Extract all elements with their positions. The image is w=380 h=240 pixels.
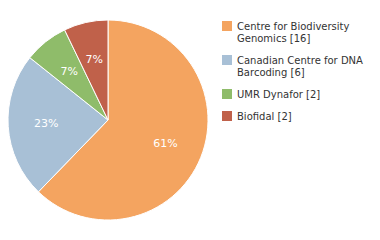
legend-label: UMR Dynafor [2] (237, 89, 320, 100)
legend-label: Centre for BiodiversityGenomics [16] (237, 21, 350, 44)
legend-label: Biofidal [2] (237, 111, 292, 122)
data-label: 23% (34, 117, 58, 130)
data-label: 7% (85, 53, 102, 66)
chart: 61% 23% 7% 7% Centre for BiodiversityGenomic… (0, 0, 380, 240)
data-label: 61% (153, 137, 177, 150)
data-labels: 61% 23% 7% 7% (34, 53, 178, 150)
legend-swatch (222, 21, 232, 31)
legend: Centre for BiodiversityGenomics [16] Cana… (222, 21, 363, 122)
slices (8, 20, 208, 220)
data-label: 7% (61, 65, 78, 78)
legend-label: Canadian Centre for DNABarcoding [6] (237, 55, 363, 78)
legend-swatch (222, 55, 232, 65)
legend-swatch (222, 89, 232, 99)
legend-swatch (222, 111, 232, 121)
